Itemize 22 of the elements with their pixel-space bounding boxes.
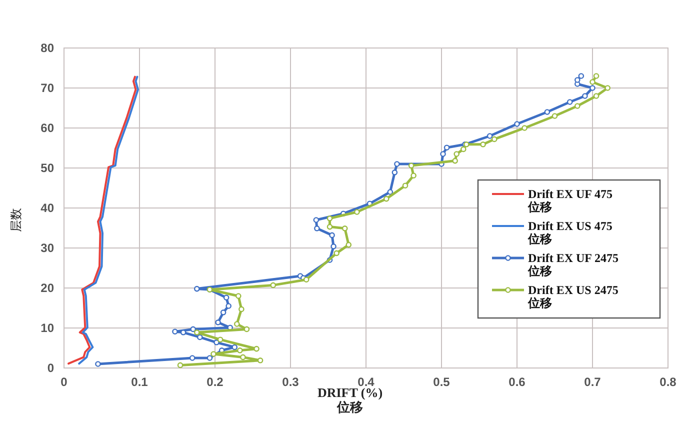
legend-label: Drift EX US 475 位移 [527,219,612,246]
x-tick-label: 0.5 [433,375,450,389]
y-tick-label: 0 [47,361,54,375]
legend-label: Drift EX UF 2475 位移 [527,251,619,278]
x-tick-label: 0.1 [131,375,148,389]
y-tick-label: 30 [40,241,54,255]
y-tick-label: 20 [40,281,54,295]
y-tick-label: 80 [40,41,54,55]
y-tick-label: 60 [40,121,54,135]
y-tick-label: 50 [40,161,54,175]
x-tick-label: 0 [60,375,68,389]
legend-label: Drift EX UF 475 位移 [527,187,613,214]
y-tick-label: 70 [40,81,54,95]
x-tick-label: 0.3 [282,375,300,389]
legend-label: Drift EX US 2475 位移 [527,283,618,310]
x-tick-label: 0.7 [584,375,602,389]
y-tick-label: 10 [40,321,54,335]
x-tick-label: 0.8 [660,375,677,389]
x-tick-label: 0.6 [508,375,526,389]
y-tick-label: 40 [40,201,54,215]
y-axis-title: 层数 [9,208,23,232]
x-tick-label: 0.2 [206,375,224,389]
